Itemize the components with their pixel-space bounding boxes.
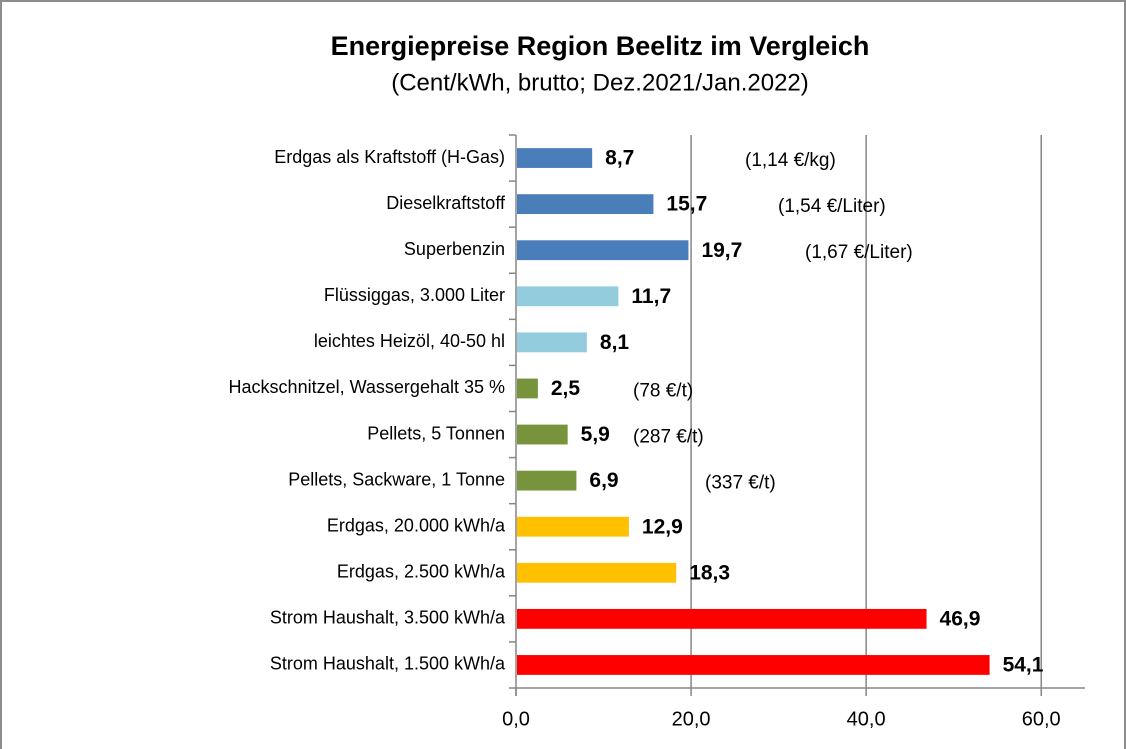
annotation: (1,54 €/Liter) (778, 196, 886, 217)
annotation: (78 €/t) (633, 380, 693, 401)
bar (517, 516, 629, 537)
bar (517, 608, 927, 629)
x-tick-label: 60,0 (1022, 708, 1061, 730)
bar (517, 148, 593, 168)
chart-title: Energiepreise Region Beelitz im Vergleic… (331, 31, 870, 61)
y-tick-label: Erdgas, 20.000 kWh/a (327, 515, 506, 535)
bar (517, 424, 568, 445)
x-tick-label: 0,0 (502, 708, 530, 730)
annotation: (1,67 €/Liter) (805, 242, 913, 263)
x-tick-label: 40,0 (847, 708, 886, 730)
chart-subtitle: (Cent/kWh, brutto; Dez.2021/Jan.2022) (391, 69, 809, 96)
data-label: 5,9 (581, 423, 610, 446)
x-tick-label: 20,0 (672, 708, 711, 730)
y-tick-label: Erdgas als Kraftstoff (H-Gas) (274, 147, 505, 167)
bar (517, 378, 538, 399)
data-label: 11,7 (631, 285, 671, 308)
bar (517, 286, 619, 307)
y-tick-label: Strom Haushalt, 1.500 kWh/a (270, 654, 506, 674)
y-tick-label: Flüssiggas, 3.000 Liter (324, 285, 505, 305)
y-tick-label: Strom Haushalt, 3.500 kWh/a (270, 608, 506, 628)
data-label: 8,1 (600, 331, 630, 354)
bar (517, 332, 587, 353)
bar (517, 562, 677, 583)
data-label: 18,3 (689, 561, 730, 584)
bar (517, 470, 577, 491)
y-tick-label: Pellets, Sackware, 1 Tonne (288, 469, 505, 489)
bar (517, 655, 990, 675)
data-label: 54,1 (1003, 654, 1044, 677)
y-tick-label: Pellets, 5 Tonnen (367, 423, 505, 443)
data-label: 8,7 (605, 147, 634, 170)
data-label: 15,7 (666, 193, 707, 216)
data-label: 2,5 (551, 377, 581, 400)
y-tick-label: leichtes Heizöl, 40-50 hl (314, 331, 505, 351)
data-label: 46,9 (940, 607, 981, 630)
bar (517, 240, 689, 261)
y-tick-label: Erdgas, 2.500 kWh/a (337, 562, 506, 582)
y-tick-label: Dieselkraftstoff (386, 193, 506, 213)
annotation: (287 €/t) (633, 427, 704, 448)
y-tick-label: Superbenzin (404, 239, 505, 259)
data-label: 19,7 (701, 239, 742, 262)
data-label: 12,9 (642, 515, 683, 538)
bar (517, 194, 654, 215)
data-label: 6,9 (589, 469, 618, 492)
annotation: (1,14 €/kg) (745, 150, 836, 171)
annotation: (337 €/t) (705, 473, 776, 494)
y-tick-label: Hackschnitzel, Wassergehalt 35 % (229, 377, 505, 397)
